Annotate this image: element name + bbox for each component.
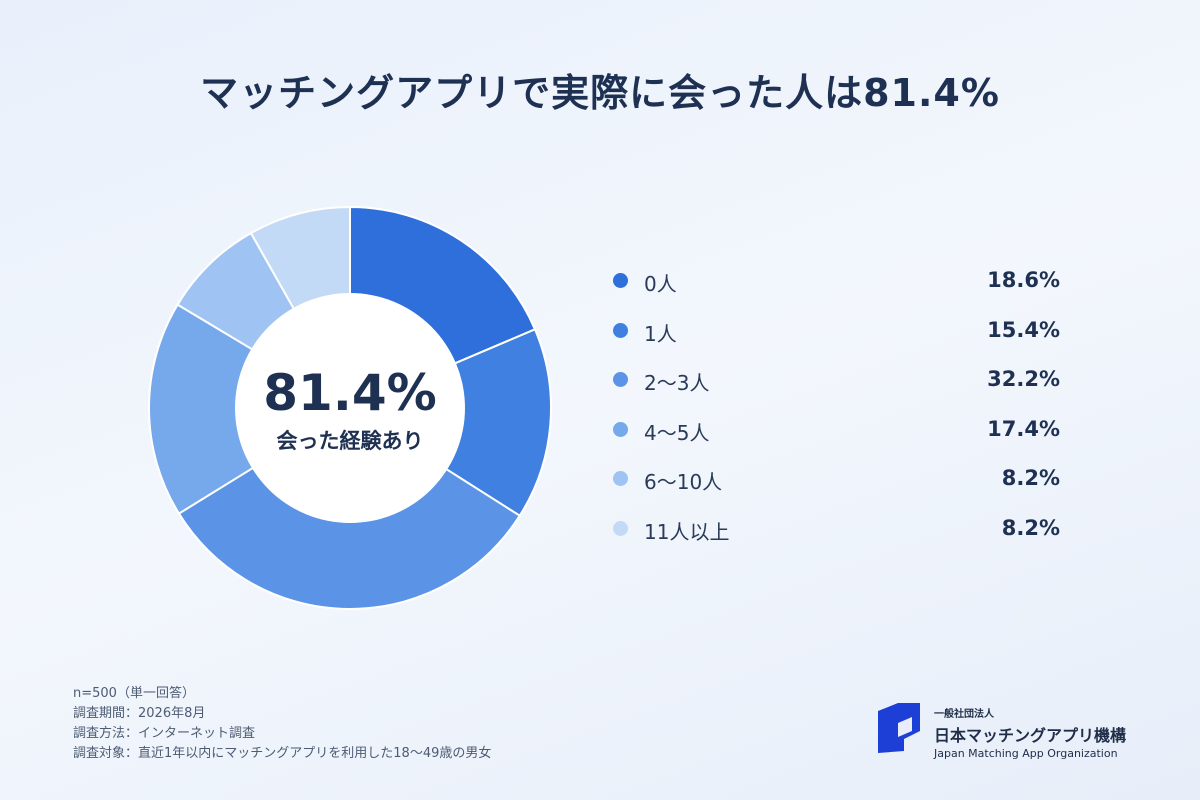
chart-title: マッチングアプリで実際に会った人は81.4% (200, 71, 1000, 115)
legend-label: 0人 (644, 272, 677, 296)
note-sample-size: n=500（単一回答） (73, 686, 195, 701)
legend-item: 2〜3人 32.2% (610, 357, 1060, 407)
legend-value: 8.2% (1001, 515, 1060, 540)
legend: 0人 18.6% 1人 15.4% 2〜3人 32.2% 4〜5人 17.4% 6〜10人 8.2… (610, 258, 1060, 555)
org-english-name: Japan Matching App Organization (934, 747, 1118, 760)
org-block: 一般社団法人 日本マッチングアプリ機構 Japan Matching App O… (934, 705, 1126, 760)
org-type: 一般社団法人 (934, 709, 994, 720)
center-value: 81.4% (263, 364, 436, 422)
note-method: 調査方法：インターネット調査 (73, 726, 256, 741)
legend-dot-icon (613, 471, 628, 486)
legend-label: 2〜3人 (644, 371, 710, 395)
legend-dot-icon (613, 322, 628, 338)
legend-label: 4〜5人 (644, 420, 710, 445)
legend-label: 1人 (644, 321, 677, 346)
legend-item: 1人 15.4% (610, 308, 1060, 358)
donut-chart: 81.4% 会った経験あり (148, 205, 552, 610)
survey-notes: n=500（単一回答） 調査期間：2026年8月 調査方法：インターネット調査 … (73, 684, 491, 764)
legend-item: 11人以上 8.2% (610, 506, 1060, 556)
org-name: 日本マッチングアプリ機構 (934, 726, 1127, 745)
legend-value: 8.2% (1001, 466, 1060, 490)
note-period: 調査期間：2026年8月 (73, 706, 206, 721)
center-label: 会った経験あり (277, 429, 424, 453)
legend-item: 6〜10人 8.2% (610, 456, 1060, 506)
legend-value: 32.2% (987, 367, 1060, 391)
legend-value: 15.4% (987, 317, 1060, 342)
legend-dot-icon (613, 273, 628, 288)
legend-item: 0人 18.6% (610, 258, 1060, 308)
legend-dot-icon (613, 421, 628, 437)
legend-label: 6〜10人 (644, 470, 723, 494)
legend-label: 11人以上 (644, 519, 730, 544)
legend-dot-icon (613, 520, 628, 536)
legend-dot-icon (613, 372, 628, 387)
legend-item: 4〜5人 17.4% (610, 407, 1060, 457)
legend-value: 18.6% (987, 268, 1060, 292)
note-target: 調査対象：直近1年以内にマッチングアプリを利用した18〜49歳の男女 (73, 746, 492, 761)
org-logo-icon (878, 703, 920, 753)
legend-value: 17.4% (987, 416, 1060, 441)
donut-hole (235, 293, 465, 523)
